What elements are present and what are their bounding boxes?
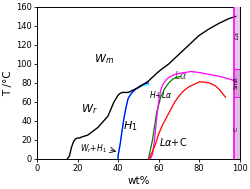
Text: C: C	[233, 126, 238, 131]
Text: $W_r$+$H_1$: $W_r$+$H_1$	[80, 142, 107, 155]
Text: $L\alpha$: $L\alpha$	[173, 69, 187, 81]
Text: $W_m$: $W_m$	[94, 52, 114, 66]
Y-axis label: T /°C: T /°C	[4, 70, 14, 96]
Text: $H_1$: $H_1$	[122, 119, 137, 132]
Text: $L\alpha$+C: $L\alpha$+C	[158, 136, 186, 148]
Text: $L\alpha$: $L\alpha$	[232, 31, 240, 40]
Text: $H$+$L\alpha$: $H$+$L\alpha$	[148, 89, 172, 100]
Bar	[233, 97, 239, 159]
Text: $W_r$: $W_r$	[81, 103, 98, 116]
X-axis label: wt%: wt%	[126, 176, 149, 186]
Text: SmB: SmB	[233, 77, 238, 89]
Bar	[233, 7, 239, 69]
Bar	[233, 69, 239, 97]
